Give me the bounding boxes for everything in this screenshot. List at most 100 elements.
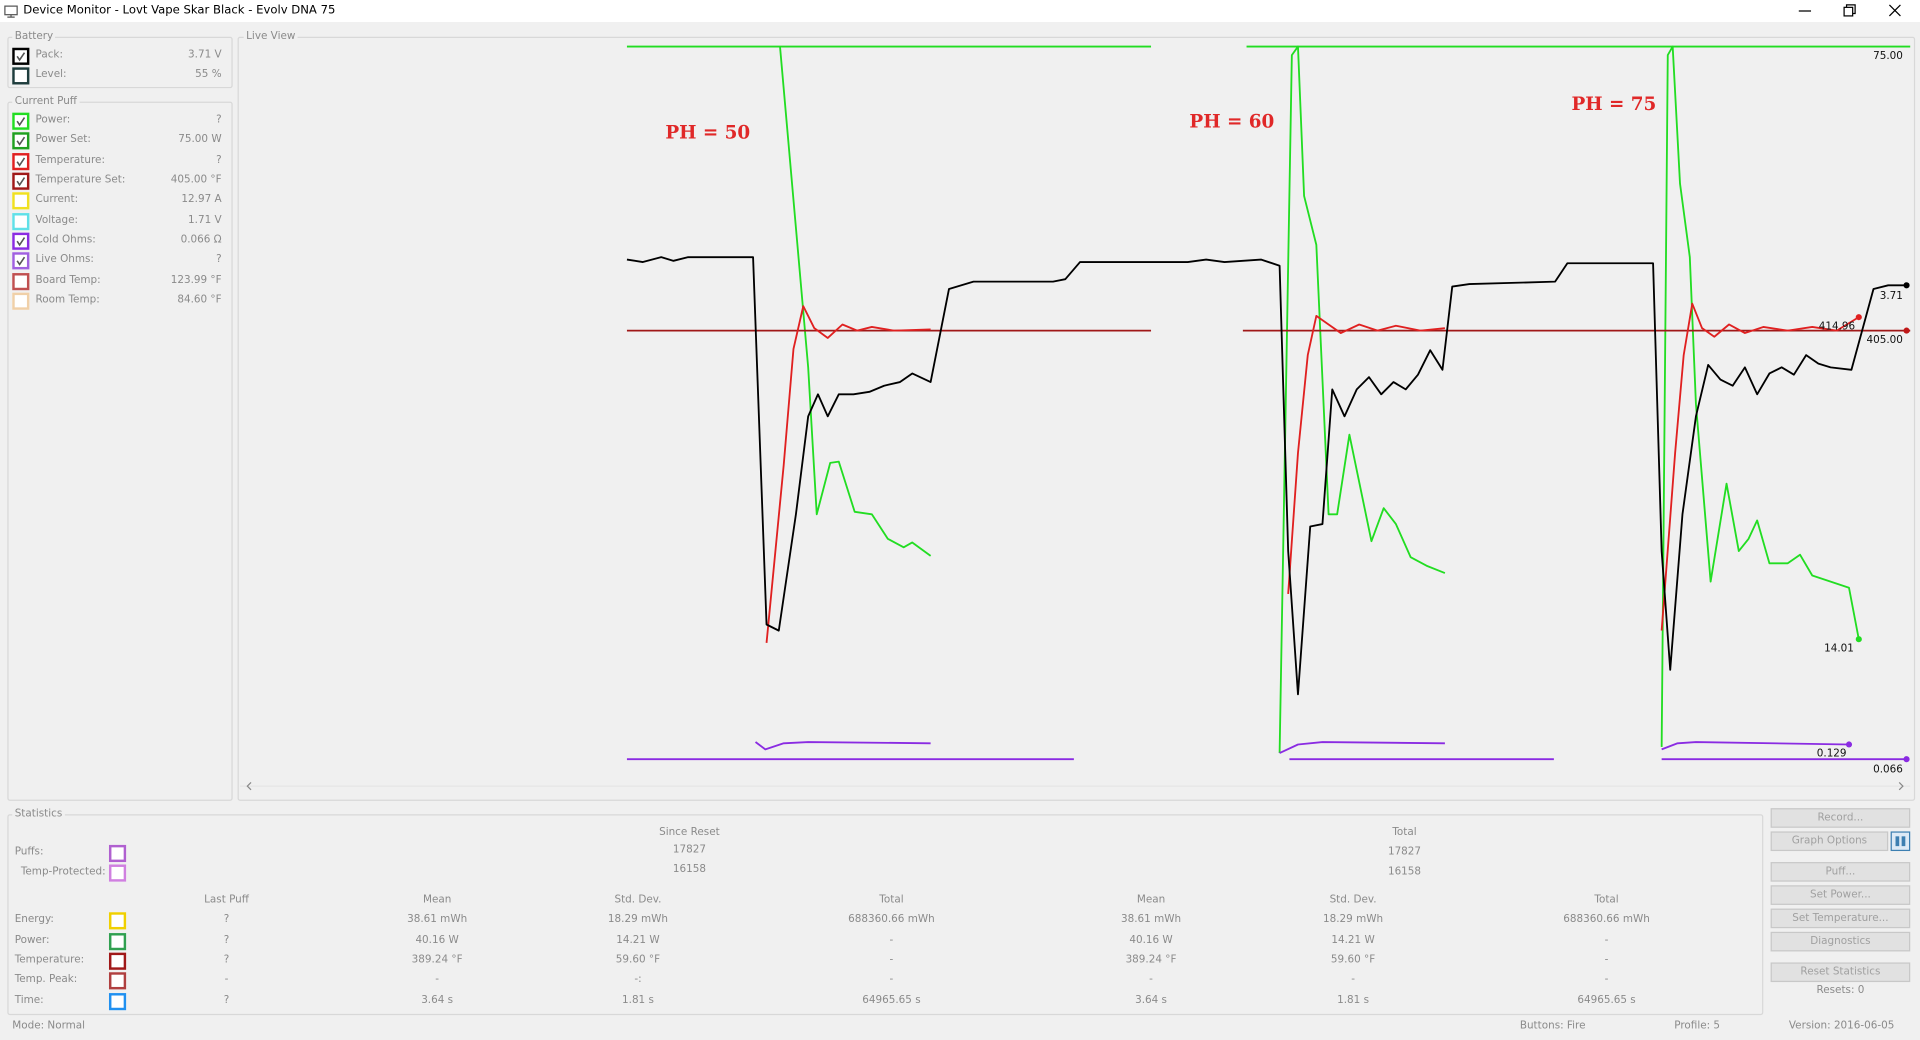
- series-checkbox[interactable]: [12, 132, 30, 150]
- row-label: Board Temp:: [35, 274, 101, 287]
- series-checkbox[interactable]: [12, 232, 30, 250]
- series-checkbox[interactable]: [12, 192, 30, 210]
- end-label: 14.01: [1824, 642, 1854, 654]
- stat-value: -: [1604, 973, 1609, 986]
- row-label: Pack:: [35, 48, 63, 62]
- close-button[interactable]: [1888, 4, 1901, 17]
- color-box[interactable]: [108, 864, 127, 882]
- pause-icon: [1895, 836, 1906, 847]
- live-view-group: [237, 36, 1916, 801]
- check-mark: [16, 117, 26, 127]
- stat-value: 18.29 mWh: [607, 913, 669, 926]
- live-ohms-line: [1279, 741, 1445, 754]
- check-mark: [16, 157, 26, 167]
- pause-button[interactable]: [1890, 831, 1911, 852]
- series-checkbox[interactable]: [12, 172, 30, 190]
- row-value: 0.066 Ω: [180, 233, 222, 247]
- restore-button[interactable]: [1843, 4, 1856, 17]
- scroll-right[interactable]: [1898, 782, 1904, 791]
- check-mark: [16, 237, 26, 247]
- button[interactable]: Set Temperature...: [1770, 908, 1911, 929]
- color-box[interactable]: [108, 912, 127, 930]
- button[interactable]: Diagnostics: [1770, 931, 1911, 952]
- series-checkbox[interactable]: [12, 47, 30, 65]
- series-checkbox[interactable]: [12, 292, 30, 310]
- button[interactable]: Set Power...: [1770, 885, 1911, 905]
- row-label: Live Ohms:: [35, 253, 94, 266]
- row-label: Room Temp:: [35, 293, 100, 307]
- stat-value: -: [1604, 934, 1609, 947]
- series-checkbox[interactable]: [12, 112, 30, 130]
- row-value: 75.00 W: [178, 133, 222, 146]
- row-label: Current:: [35, 193, 79, 206]
- stat-value: ?: [223, 913, 230, 926]
- column-header: Std. Dev.: [1329, 893, 1377, 907]
- stat-value: 40.16 W: [1129, 934, 1173, 947]
- stat-value: ?: [223, 953, 230, 967]
- end-label: 414.96: [1819, 320, 1855, 332]
- color-box[interactable]: [108, 993, 127, 1011]
- group-title: Live View: [243, 30, 298, 43]
- row-value: 84.60 °F: [177, 293, 222, 307]
- app-icon: [4, 5, 18, 18]
- end-dot: [1903, 756, 1910, 763]
- row-value: ?: [216, 154, 222, 167]
- color-box[interactable]: [108, 933, 127, 951]
- row-label: Temp. Peak:: [14, 973, 78, 986]
- stat-value: 1.81 s: [1337, 994, 1370, 1007]
- stat-value: 14.21 W: [616, 934, 660, 947]
- status-profile: Profile: 5: [1674, 1020, 1721, 1033]
- row-label: Level:: [35, 68, 67, 81]
- stat-value: 59.60 °F: [1330, 953, 1376, 967]
- pack-voltage-line: [626, 256, 1907, 696]
- count-value: 16158: [672, 863, 706, 876]
- end-dot: [1855, 636, 1862, 643]
- stat-value: 688360.66 mWh: [848, 913, 935, 926]
- temperature-line: [765, 305, 931, 643]
- check-mark: [16, 177, 26, 187]
- button[interactable]: Record...: [1770, 808, 1911, 828]
- end-label: 405.00: [1867, 334, 1903, 346]
- row-label: Time:: [14, 994, 44, 1007]
- battery-group: [7, 36, 233, 89]
- row-label: Temperature Set:: [35, 173, 126, 187]
- power-line: [1278, 45, 1446, 754]
- row-value: 3.71 V: [188, 48, 222, 62]
- color-box[interactable]: [108, 952, 127, 970]
- group-title: Current Puff: [12, 95, 80, 108]
- live-graph: PH = 50 PH = 60 PH = 75 75.00 3.71 414.96 405.…: [246, 45, 1911, 791]
- series-checkbox[interactable]: [12, 153, 30, 171]
- scroll-left[interactable]: [246, 782, 252, 791]
- live-ohms-line: [1661, 741, 1850, 751]
- series-checkbox[interactable]: [12, 273, 30, 291]
- end-label: 75.00: [1873, 50, 1903, 62]
- live-ohms-line: [754, 741, 931, 751]
- stat-value: 389.24 °F: [1125, 953, 1177, 967]
- stat-value: ?: [223, 994, 230, 1007]
- row-label: Cold Ohms:: [35, 233, 96, 247]
- end-label: 3.71: [1880, 290, 1903, 302]
- column-header: Mean: [1136, 893, 1166, 907]
- button[interactable]: Reset Statistics: [1770, 962, 1911, 983]
- stat-value: 3.64 s: [1135, 994, 1167, 1007]
- count-label: Puffs:: [14, 846, 44, 859]
- button[interactable]: Graph Options: [1770, 831, 1889, 852]
- series-checkbox[interactable]: [12, 67, 30, 85]
- column-header: Mean: [422, 893, 452, 907]
- stat-value: -: [1149, 973, 1153, 986]
- count-value: 17827: [672, 843, 706, 856]
- stat-value: 59.60 °F: [615, 953, 661, 967]
- series-checkbox[interactable]: [12, 252, 30, 270]
- button[interactable]: Puff...: [1770, 862, 1911, 882]
- resets-label: Resets: 0: [1816, 984, 1865, 997]
- series-checkbox[interactable]: [12, 213, 30, 231]
- row-label: Temperature:: [35, 154, 105, 167]
- color-box[interactable]: [108, 972, 127, 990]
- color-box[interactable]: [108, 844, 127, 863]
- stat-value: -: [1351, 973, 1355, 986]
- statistics-group: [7, 814, 1764, 1016]
- row-value: 55 %: [195, 68, 222, 81]
- stat-value: -: [224, 973, 229, 986]
